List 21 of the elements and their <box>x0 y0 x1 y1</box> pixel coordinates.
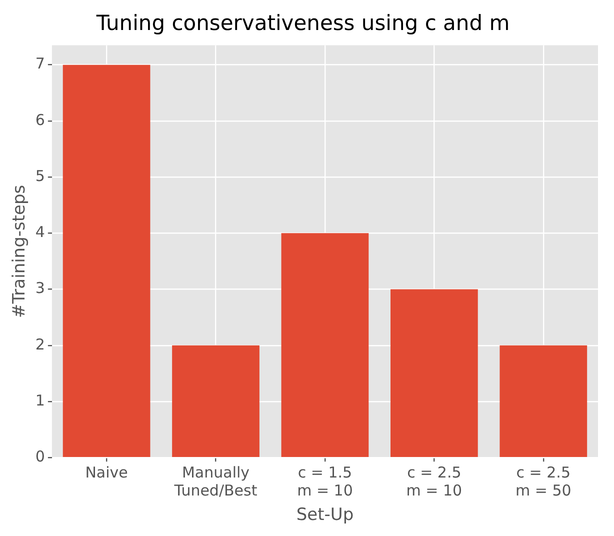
x-tick-label: c = 2.5 m = 50 <box>515 463 572 500</box>
y-tick-label: 6 <box>35 110 45 129</box>
x-axis-title: Set-Up <box>296 505 354 526</box>
y-tick-label: 5 <box>35 166 45 185</box>
chart-title: Tuning conservativeness using c and m <box>95 11 510 36</box>
y-tick-label: 4 <box>35 223 45 242</box>
bar <box>500 345 588 457</box>
x-tick-label: Manually Tuned/Best <box>173 463 258 500</box>
bar <box>172 345 260 457</box>
x-tick-label: c = 2.5 m = 10 <box>406 463 462 500</box>
bar <box>281 233 369 457</box>
y-tick-label: 2 <box>35 335 45 354</box>
y-tick-label: 3 <box>35 279 45 298</box>
y-tick-label: 7 <box>35 54 45 73</box>
y-tick-label: 1 <box>35 391 45 410</box>
bar <box>390 289 478 457</box>
y-tick-label: 0 <box>35 447 45 466</box>
x-tick-label: c = 1.5 m = 10 <box>297 463 353 500</box>
bar <box>62 64 150 457</box>
y-axis-title: #Training-steps <box>10 184 30 318</box>
x-tick-label: Naive <box>85 463 128 482</box>
